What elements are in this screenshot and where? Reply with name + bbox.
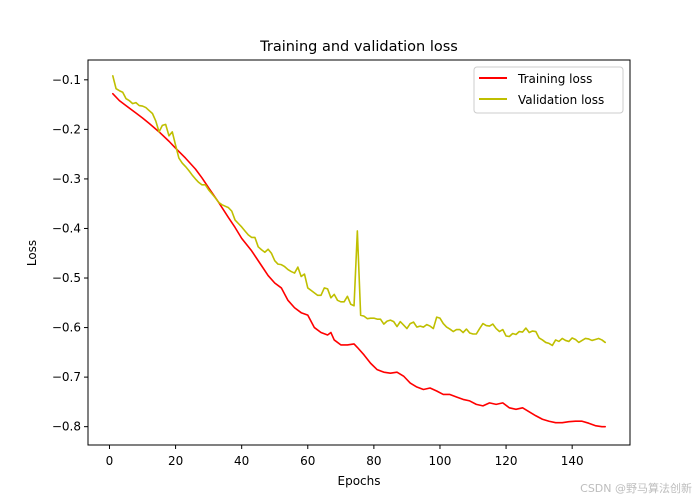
y-axis-label: Loss [25, 240, 39, 266]
legend-label-validation: Validation loss [518, 93, 604, 107]
x-tick-label: 20 [168, 454, 183, 468]
y-tick-label: −0.5 [52, 271, 81, 285]
watermark-text: CSDN @野马算法创新 [580, 481, 692, 495]
plot-lines [111, 75, 607, 428]
y-tick-label: −0.6 [52, 321, 81, 335]
x-tick-label: 0 [106, 454, 114, 468]
legend-box [473, 66, 624, 114]
x-tick-label: 80 [366, 454, 381, 468]
y-axis: −0.1 −0.2 −0.3 −0.4 −0.5 −0.6 −0.7 −0.8 [52, 73, 88, 434]
x-tick-label: 120 [495, 454, 518, 468]
chart-title: Training and validation loss [259, 39, 458, 55]
x-axis-label: Epochs [338, 474, 381, 488]
y-tick-label: −0.7 [52, 370, 81, 384]
legend: Training loss Validation loss [473, 66, 624, 114]
y-tick-label: −0.8 [52, 420, 81, 434]
x-tick-label: 60 [300, 454, 315, 468]
x-axis: 0 20 40 60 80 100 120 140 [106, 445, 584, 468]
y-tick-label: −0.3 [52, 172, 81, 186]
legend-label-training: Training loss [517, 72, 592, 86]
y-tick-label: −0.1 [52, 73, 81, 87]
x-tick-label: 40 [234, 454, 249, 468]
y-tick-label: −0.4 [52, 221, 81, 235]
x-tick-label: 140 [561, 454, 584, 468]
training-loss-line [111, 92, 607, 428]
axes-frame [87, 59, 631, 446]
validation-loss-line [111, 75, 607, 347]
x-tick-label: 100 [429, 454, 452, 468]
y-tick-label: −0.2 [52, 122, 81, 136]
